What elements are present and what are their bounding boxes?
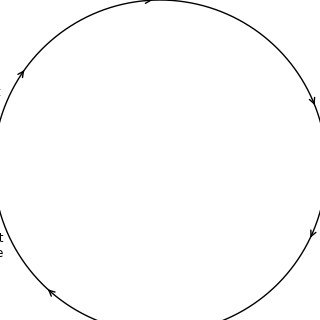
Text: kin at
eding site: kin at eding site [0, 232, 3, 260]
